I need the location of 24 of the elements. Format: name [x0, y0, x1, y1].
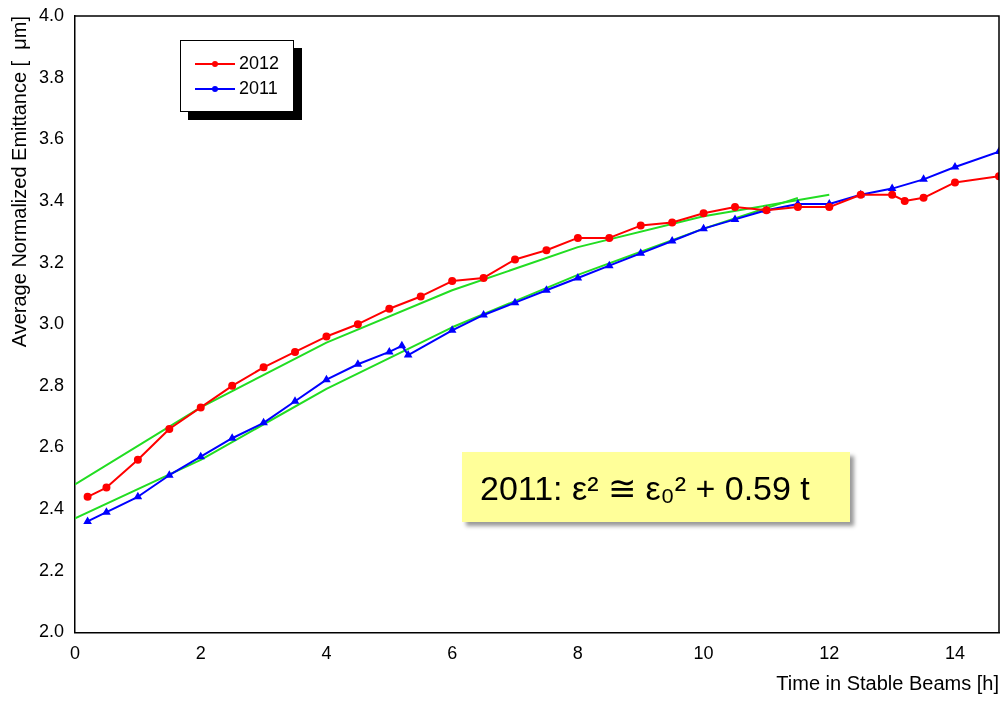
legend-label: 2012 — [239, 53, 280, 74]
y-tick-label: 2.8 — [38, 374, 65, 395]
x-tick-label: 6 — [447, 643, 458, 664]
y-tick-label: 3.8 — [38, 66, 65, 87]
x-tick-label: 4 — [321, 643, 332, 664]
y-tick-label: 2.4 — [38, 498, 65, 519]
x-tick-label: 0 — [70, 643, 81, 664]
legend-label: 2011 — [239, 78, 278, 99]
y-tick-label: 3.6 — [38, 128, 65, 149]
y-tick-label: 3.2 — [38, 251, 65, 272]
y-tick-label: 4.0 — [38, 4, 65, 25]
x-tick-label: 12 — [819, 643, 840, 664]
y-tick-label: 3.4 — [38, 189, 65, 210]
x-tick-label: 14 — [944, 643, 966, 664]
x-tick-label: 2 — [195, 643, 206, 664]
x-tick-label: 10 — [693, 643, 714, 664]
x-axis-title: Time in Stable Beams [h] — [776, 671, 999, 694]
x-tick-label: 8 — [572, 643, 583, 664]
y-tick-label: 3.0 — [38, 313, 65, 334]
y-axis-title: Average Normalized Emittance [ μm] — [7, 16, 30, 348]
y-tick-label: 2.0 — [38, 621, 65, 642]
y-tick-label: 2.2 — [38, 559, 65, 580]
annotation: 2011: ε² ≅ ε₀² + 0.59 t — [462, 452, 850, 522]
y-tick-label: 2.6 — [38, 436, 65, 457]
